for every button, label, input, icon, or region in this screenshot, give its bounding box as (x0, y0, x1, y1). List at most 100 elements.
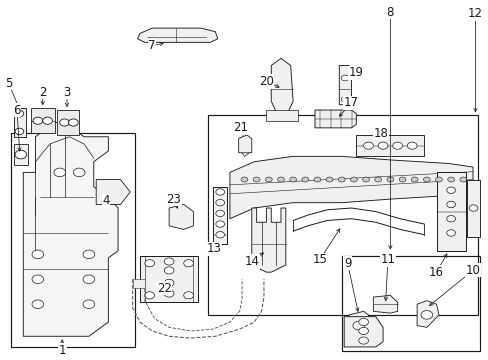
Text: 19: 19 (348, 66, 363, 79)
Circle shape (215, 199, 224, 206)
Bar (341, 256, 479, 351)
Polygon shape (169, 204, 193, 229)
Circle shape (363, 142, 372, 149)
Circle shape (60, 119, 69, 126)
Circle shape (42, 117, 52, 124)
Circle shape (215, 189, 224, 195)
Circle shape (446, 201, 455, 208)
Circle shape (446, 230, 455, 236)
Polygon shape (314, 110, 356, 128)
Circle shape (325, 177, 332, 182)
Circle shape (446, 216, 455, 222)
Text: 7: 7 (148, 40, 156, 53)
Text: 16: 16 (428, 266, 443, 279)
Circle shape (289, 177, 296, 182)
Circle shape (277, 177, 284, 182)
Circle shape (350, 177, 357, 182)
Polygon shape (356, 135, 424, 156)
Polygon shape (348, 311, 368, 336)
Text: 4: 4 (102, 194, 109, 207)
Polygon shape (57, 110, 79, 135)
Text: 9: 9 (343, 257, 350, 270)
Circle shape (144, 292, 154, 299)
Circle shape (468, 205, 477, 211)
Circle shape (358, 319, 368, 325)
Circle shape (32, 275, 43, 284)
Polygon shape (132, 279, 144, 288)
Circle shape (144, 260, 154, 267)
Circle shape (392, 142, 402, 149)
Circle shape (68, 119, 78, 126)
Circle shape (164, 279, 174, 287)
Circle shape (313, 177, 320, 182)
Circle shape (358, 337, 368, 344)
Circle shape (241, 177, 247, 182)
Circle shape (338, 177, 345, 182)
Circle shape (377, 142, 387, 149)
Polygon shape (436, 172, 465, 251)
Circle shape (32, 300, 43, 309)
Text: 10: 10 (465, 264, 480, 277)
Text: 15: 15 (312, 253, 326, 266)
Circle shape (164, 258, 174, 265)
Circle shape (341, 96, 348, 102)
Text: 22: 22 (157, 282, 171, 295)
Text: 12: 12 (467, 7, 482, 21)
Polygon shape (137, 28, 217, 42)
Polygon shape (266, 110, 297, 121)
Circle shape (265, 177, 272, 182)
Circle shape (54, 168, 65, 177)
Circle shape (215, 221, 224, 227)
Circle shape (386, 177, 393, 182)
Circle shape (33, 117, 42, 124)
Polygon shape (339, 66, 351, 105)
Text: 17: 17 (343, 96, 358, 109)
Polygon shape (14, 108, 26, 137)
Circle shape (15, 150, 27, 159)
Circle shape (407, 142, 416, 149)
Text: 3: 3 (63, 86, 71, 99)
Bar (11, 133, 135, 347)
Circle shape (183, 292, 193, 299)
Circle shape (83, 300, 95, 309)
Circle shape (341, 75, 348, 81)
Circle shape (398, 177, 405, 182)
Circle shape (352, 321, 364, 330)
Polygon shape (344, 317, 382, 347)
Polygon shape (229, 156, 472, 219)
Circle shape (447, 177, 454, 182)
Text: 13: 13 (206, 243, 221, 256)
Polygon shape (372, 295, 397, 313)
Text: 21: 21 (233, 121, 247, 134)
Text: 14: 14 (244, 255, 259, 268)
Circle shape (362, 177, 369, 182)
Circle shape (446, 187, 455, 193)
Text: 23: 23 (166, 193, 181, 206)
Polygon shape (30, 108, 55, 133)
Circle shape (374, 177, 381, 182)
Circle shape (15, 128, 24, 135)
Polygon shape (23, 122, 118, 336)
Text: 5: 5 (5, 77, 12, 90)
Polygon shape (212, 186, 227, 244)
Polygon shape (466, 180, 479, 237)
Text: 20: 20 (259, 75, 273, 88)
Text: 2: 2 (39, 86, 46, 99)
Circle shape (459, 177, 466, 182)
Circle shape (358, 327, 368, 334)
Circle shape (164, 290, 174, 297)
Circle shape (301, 177, 308, 182)
Polygon shape (140, 256, 198, 302)
Circle shape (420, 311, 432, 319)
Polygon shape (238, 135, 251, 153)
Bar (207, 116, 477, 315)
Circle shape (73, 168, 85, 177)
Polygon shape (251, 208, 285, 272)
Circle shape (164, 267, 174, 274)
Text: 6: 6 (13, 104, 20, 117)
Circle shape (15, 111, 24, 117)
Circle shape (253, 177, 260, 182)
Circle shape (423, 177, 429, 182)
Text: 18: 18 (372, 127, 387, 140)
Circle shape (410, 177, 417, 182)
